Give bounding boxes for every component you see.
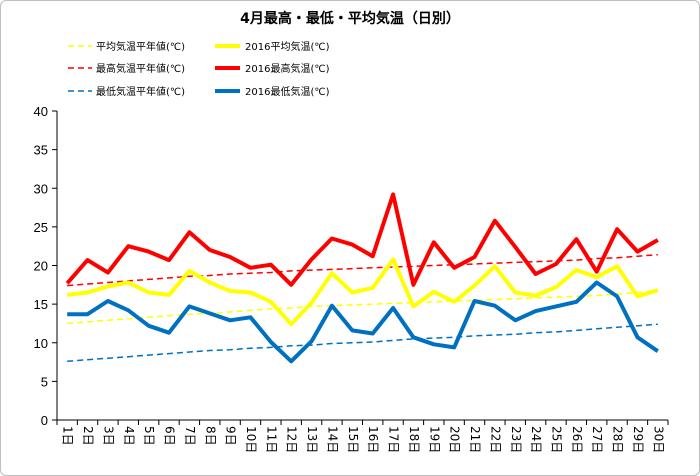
series-line-4 [67, 323, 658, 363]
y-tick-label: 20 [34, 259, 48, 274]
x-tick-label: 6日 [163, 426, 177, 446]
legend-label-0: 平均気温平年値(℃) [96, 40, 185, 53]
series-group [65, 192, 659, 364]
x-tick-label: 27日 [590, 426, 604, 453]
y-tick-label: 40 [34, 104, 48, 119]
x-tick-label: 29日 [631, 426, 645, 453]
y-tick-label: 5 [41, 374, 48, 389]
x-tick-label: 30日 [651, 426, 665, 453]
legend-label-5: 2016最低気温(℃) [245, 85, 330, 98]
y-tick-label: 30 [34, 181, 48, 196]
x-tick-label: 19日 [427, 426, 441, 453]
legend: 平均気温平年値(℃) 2016平均気温(℃) 最高気温平年値(℃) 2016最高気温(… [68, 40, 330, 98]
x-tick-label: 13日 [305, 426, 319, 453]
series-line-1 [66, 257, 659, 327]
x-tick-label: 26日 [570, 426, 584, 453]
x-tick-label: 8日 [203, 426, 217, 446]
x-tick-label: 7日 [183, 426, 197, 446]
x-tick-label: 1日 [61, 426, 75, 446]
x-tick-label: 21日 [468, 426, 482, 453]
y-tick-label: 10 [34, 336, 48, 351]
x-tick-label: 5日 [142, 426, 156, 446]
series-line-5 [67, 280, 659, 364]
chart-title: 4月最高・最低・平均気温（日別） [240, 10, 460, 27]
x-tick-label: 23日 [509, 426, 523, 453]
legend-label-2: 最高気温平年値(℃) [96, 62, 185, 75]
x-tick-label: 11日 [264, 426, 278, 453]
x-tick-label: 16日 [366, 426, 380, 453]
x-tick-label: 25日 [549, 426, 563, 453]
legend-label-3: 2016最高気温(℃) [245, 62, 330, 75]
x-tick-label: 2日 [81, 426, 95, 446]
legend-label-4: 最低気温平年値(℃) [96, 85, 185, 98]
y-tick-label: 25 [34, 220, 48, 235]
y-tick-label: 0 [41, 413, 48, 428]
series-line-2 [67, 253, 658, 287]
x-tick-label: 4日 [122, 426, 136, 446]
x-tick-label: 28日 [611, 426, 625, 453]
x-tick-label: 14日 [325, 426, 339, 453]
x-tick-label: 20日 [448, 426, 462, 453]
x-tick-label: 9日 [224, 426, 238, 446]
x-tick-label: 3日 [101, 426, 115, 446]
x-tick-label: 24日 [529, 426, 543, 453]
y-tick-label: 15 [34, 297, 48, 312]
series-line-0 [67, 289, 658, 325]
x-tick-label: 22日 [488, 426, 502, 453]
x-tick-label: 17日 [387, 426, 401, 453]
x-tick-label: 10日 [244, 426, 258, 453]
series-line-3 [65, 192, 659, 287]
axes: 0 5 10 15 20 25 30 35 40 1日 2日 3日 4日 5日 6日 7日 8日 9日 10日 11日… [34, 104, 669, 453]
x-tick-label: 12日 [285, 426, 299, 453]
x-tick-label: 18日 [407, 426, 421, 453]
x-tick-label: 15日 [346, 426, 360, 453]
legend-label-1: 2016平均気温(℃) [245, 40, 330, 53]
y-tick-label: 35 [34, 143, 48, 158]
